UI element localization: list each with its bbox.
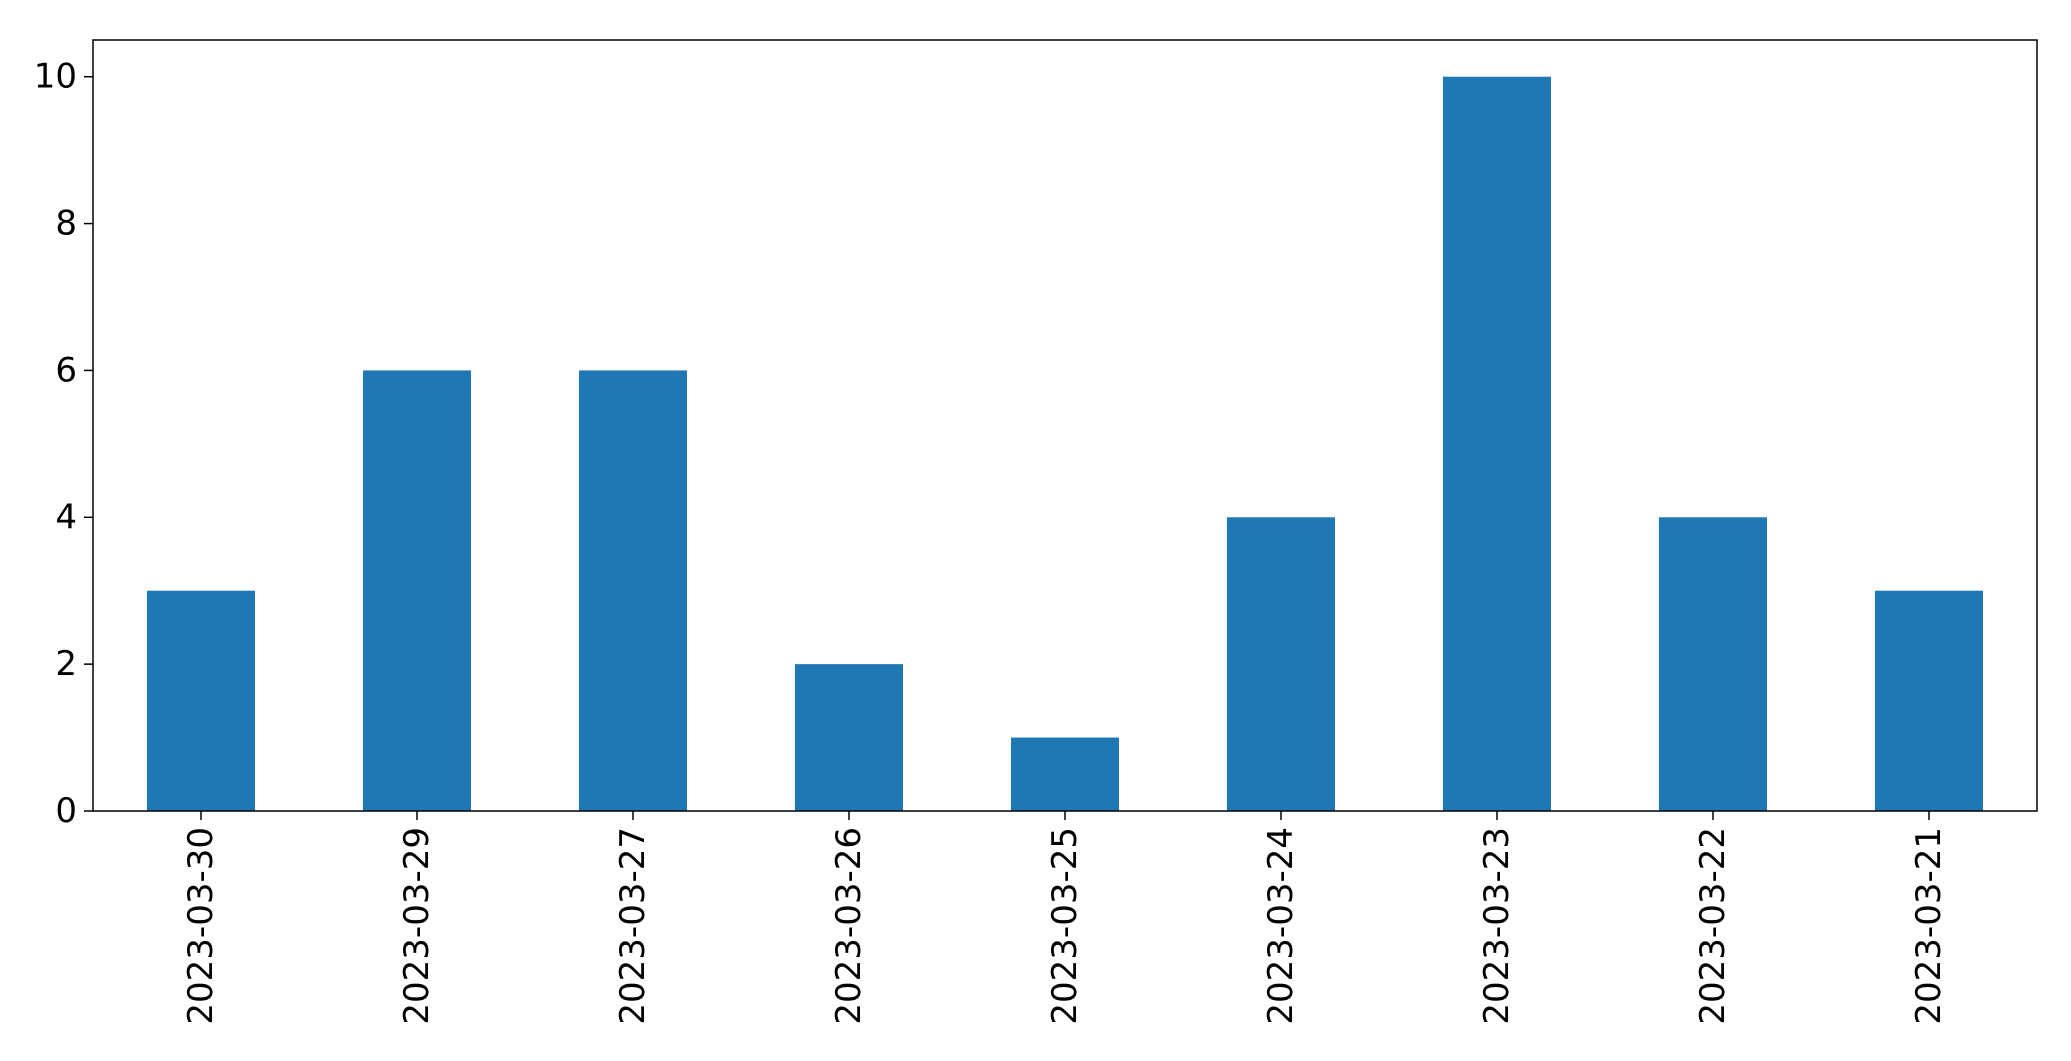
y-tick-label: 6: [55, 350, 77, 390]
y-tick-label: 8: [55, 204, 77, 244]
bar-2023-03-24: [1227, 517, 1335, 811]
x-tick-label: 2023-03-21: [1909, 827, 1949, 1025]
x-tick-label: 2023-03-23: [1477, 827, 1517, 1025]
y-tick-label: 10: [34, 57, 77, 97]
x-tick-label: 2023-03-27: [613, 827, 653, 1025]
x-tick-label: 2023-03-30: [181, 827, 221, 1025]
bar-2023-03-29: [363, 370, 471, 811]
bar-2023-03-22: [1659, 517, 1767, 811]
x-tick-label: 2023-03-22: [1693, 827, 1733, 1025]
bar-2023-03-30: [147, 590, 255, 811]
bar-2023-03-26: [795, 664, 903, 811]
bars-group: [147, 76, 1983, 811]
plot-frame: [92, 39, 2038, 812]
bar-2023-03-27: [579, 370, 687, 811]
bar-2023-03-25: [1011, 737, 1119, 811]
x-tick-label: 2023-03-26: [829, 827, 869, 1025]
y-tick-label: 2: [55, 644, 77, 684]
x-axis: 2023-03-30 2023-03-29 2023-03-27 2023-03-26…: [181, 811, 1949, 1025]
y-tick-label: 4: [55, 497, 77, 537]
y-tick-label: 0: [55, 791, 77, 831]
y-axis: 0 2 4 6 8 10: [34, 57, 93, 831]
x-tick-label: 2023-03-25: [1045, 827, 1085, 1025]
bar-2023-03-21: [1875, 590, 1983, 811]
bar-2023-03-23: [1443, 76, 1551, 811]
x-tick-label: 2023-03-24: [1261, 827, 1301, 1025]
x-tick-label: 2023-03-29: [397, 827, 437, 1025]
